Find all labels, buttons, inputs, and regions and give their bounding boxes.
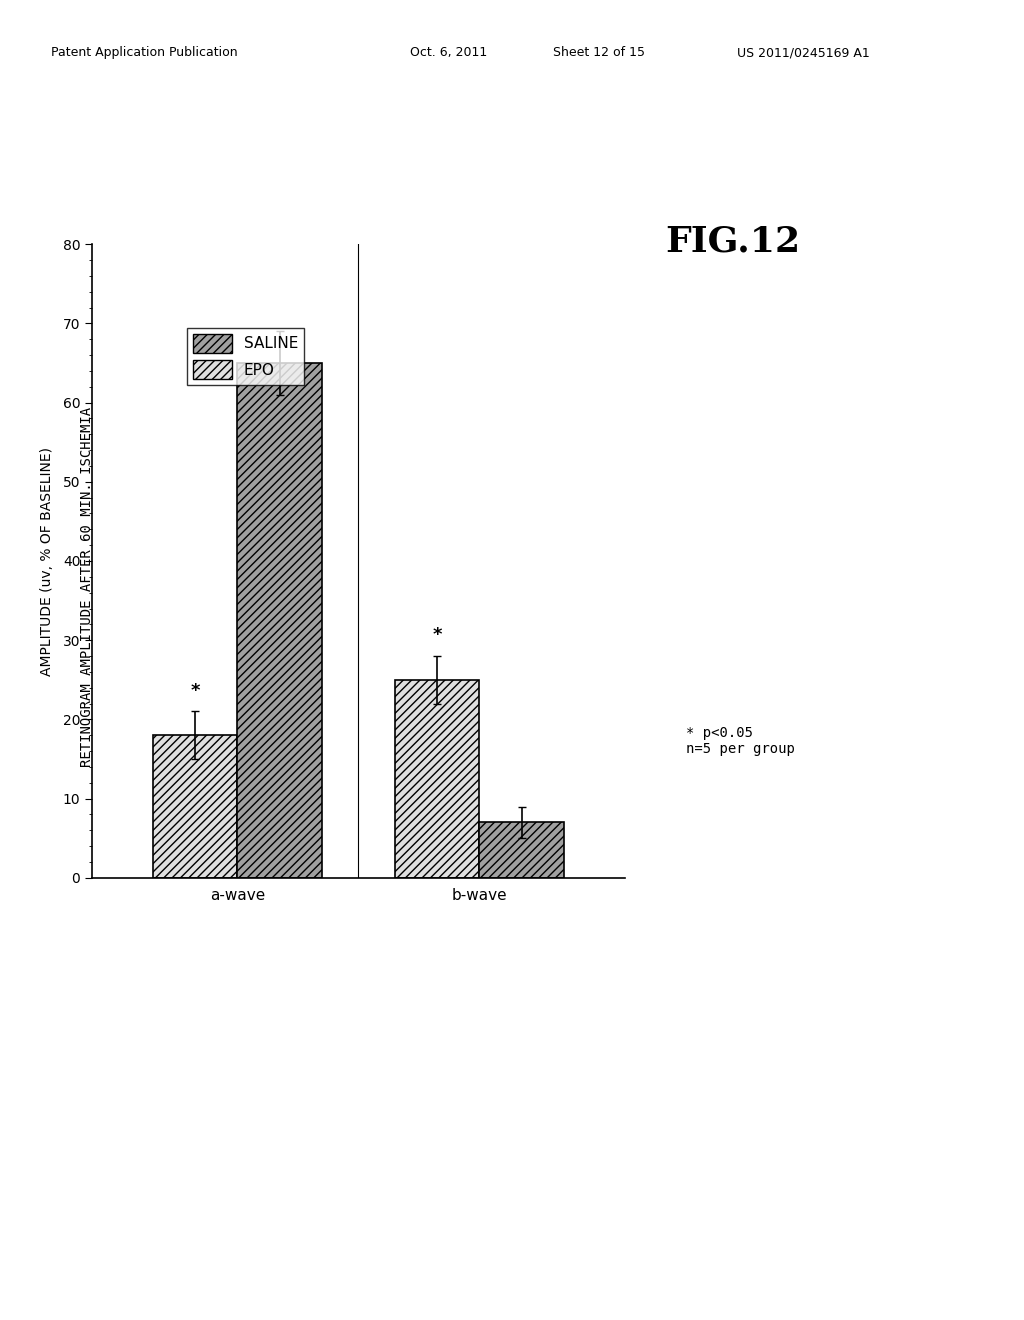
Text: US 2011/0245169 A1: US 2011/0245169 A1 bbox=[737, 46, 870, 59]
Text: Oct. 6, 2011: Oct. 6, 2011 bbox=[410, 46, 486, 59]
Text: FIG.12: FIG.12 bbox=[666, 224, 801, 259]
Legend: SALINE, EPO: SALINE, EPO bbox=[187, 327, 304, 385]
Text: *: * bbox=[432, 626, 441, 644]
Bar bbox=[153, 735, 238, 878]
Y-axis label: AMPLITUDE (uv, % OF BASELINE): AMPLITUDE (uv, % OF BASELINE) bbox=[40, 446, 54, 676]
Text: Patent Application Publication: Patent Application Publication bbox=[51, 46, 238, 59]
Text: * p<0.05
n=5 per group: * p<0.05 n=5 per group bbox=[686, 726, 795, 756]
Text: Sheet 12 of 15: Sheet 12 of 15 bbox=[553, 46, 645, 59]
Text: RETINOGRAM AMPLITUDE AFTER 60 MIN. ISCHEMIA: RETINOGRAM AMPLITUDE AFTER 60 MIN. ISCHE… bbox=[80, 408, 94, 767]
Bar bbox=[238, 363, 323, 878]
Bar bbox=[394, 680, 479, 878]
Bar bbox=[479, 822, 564, 878]
Text: *: * bbox=[190, 681, 200, 700]
